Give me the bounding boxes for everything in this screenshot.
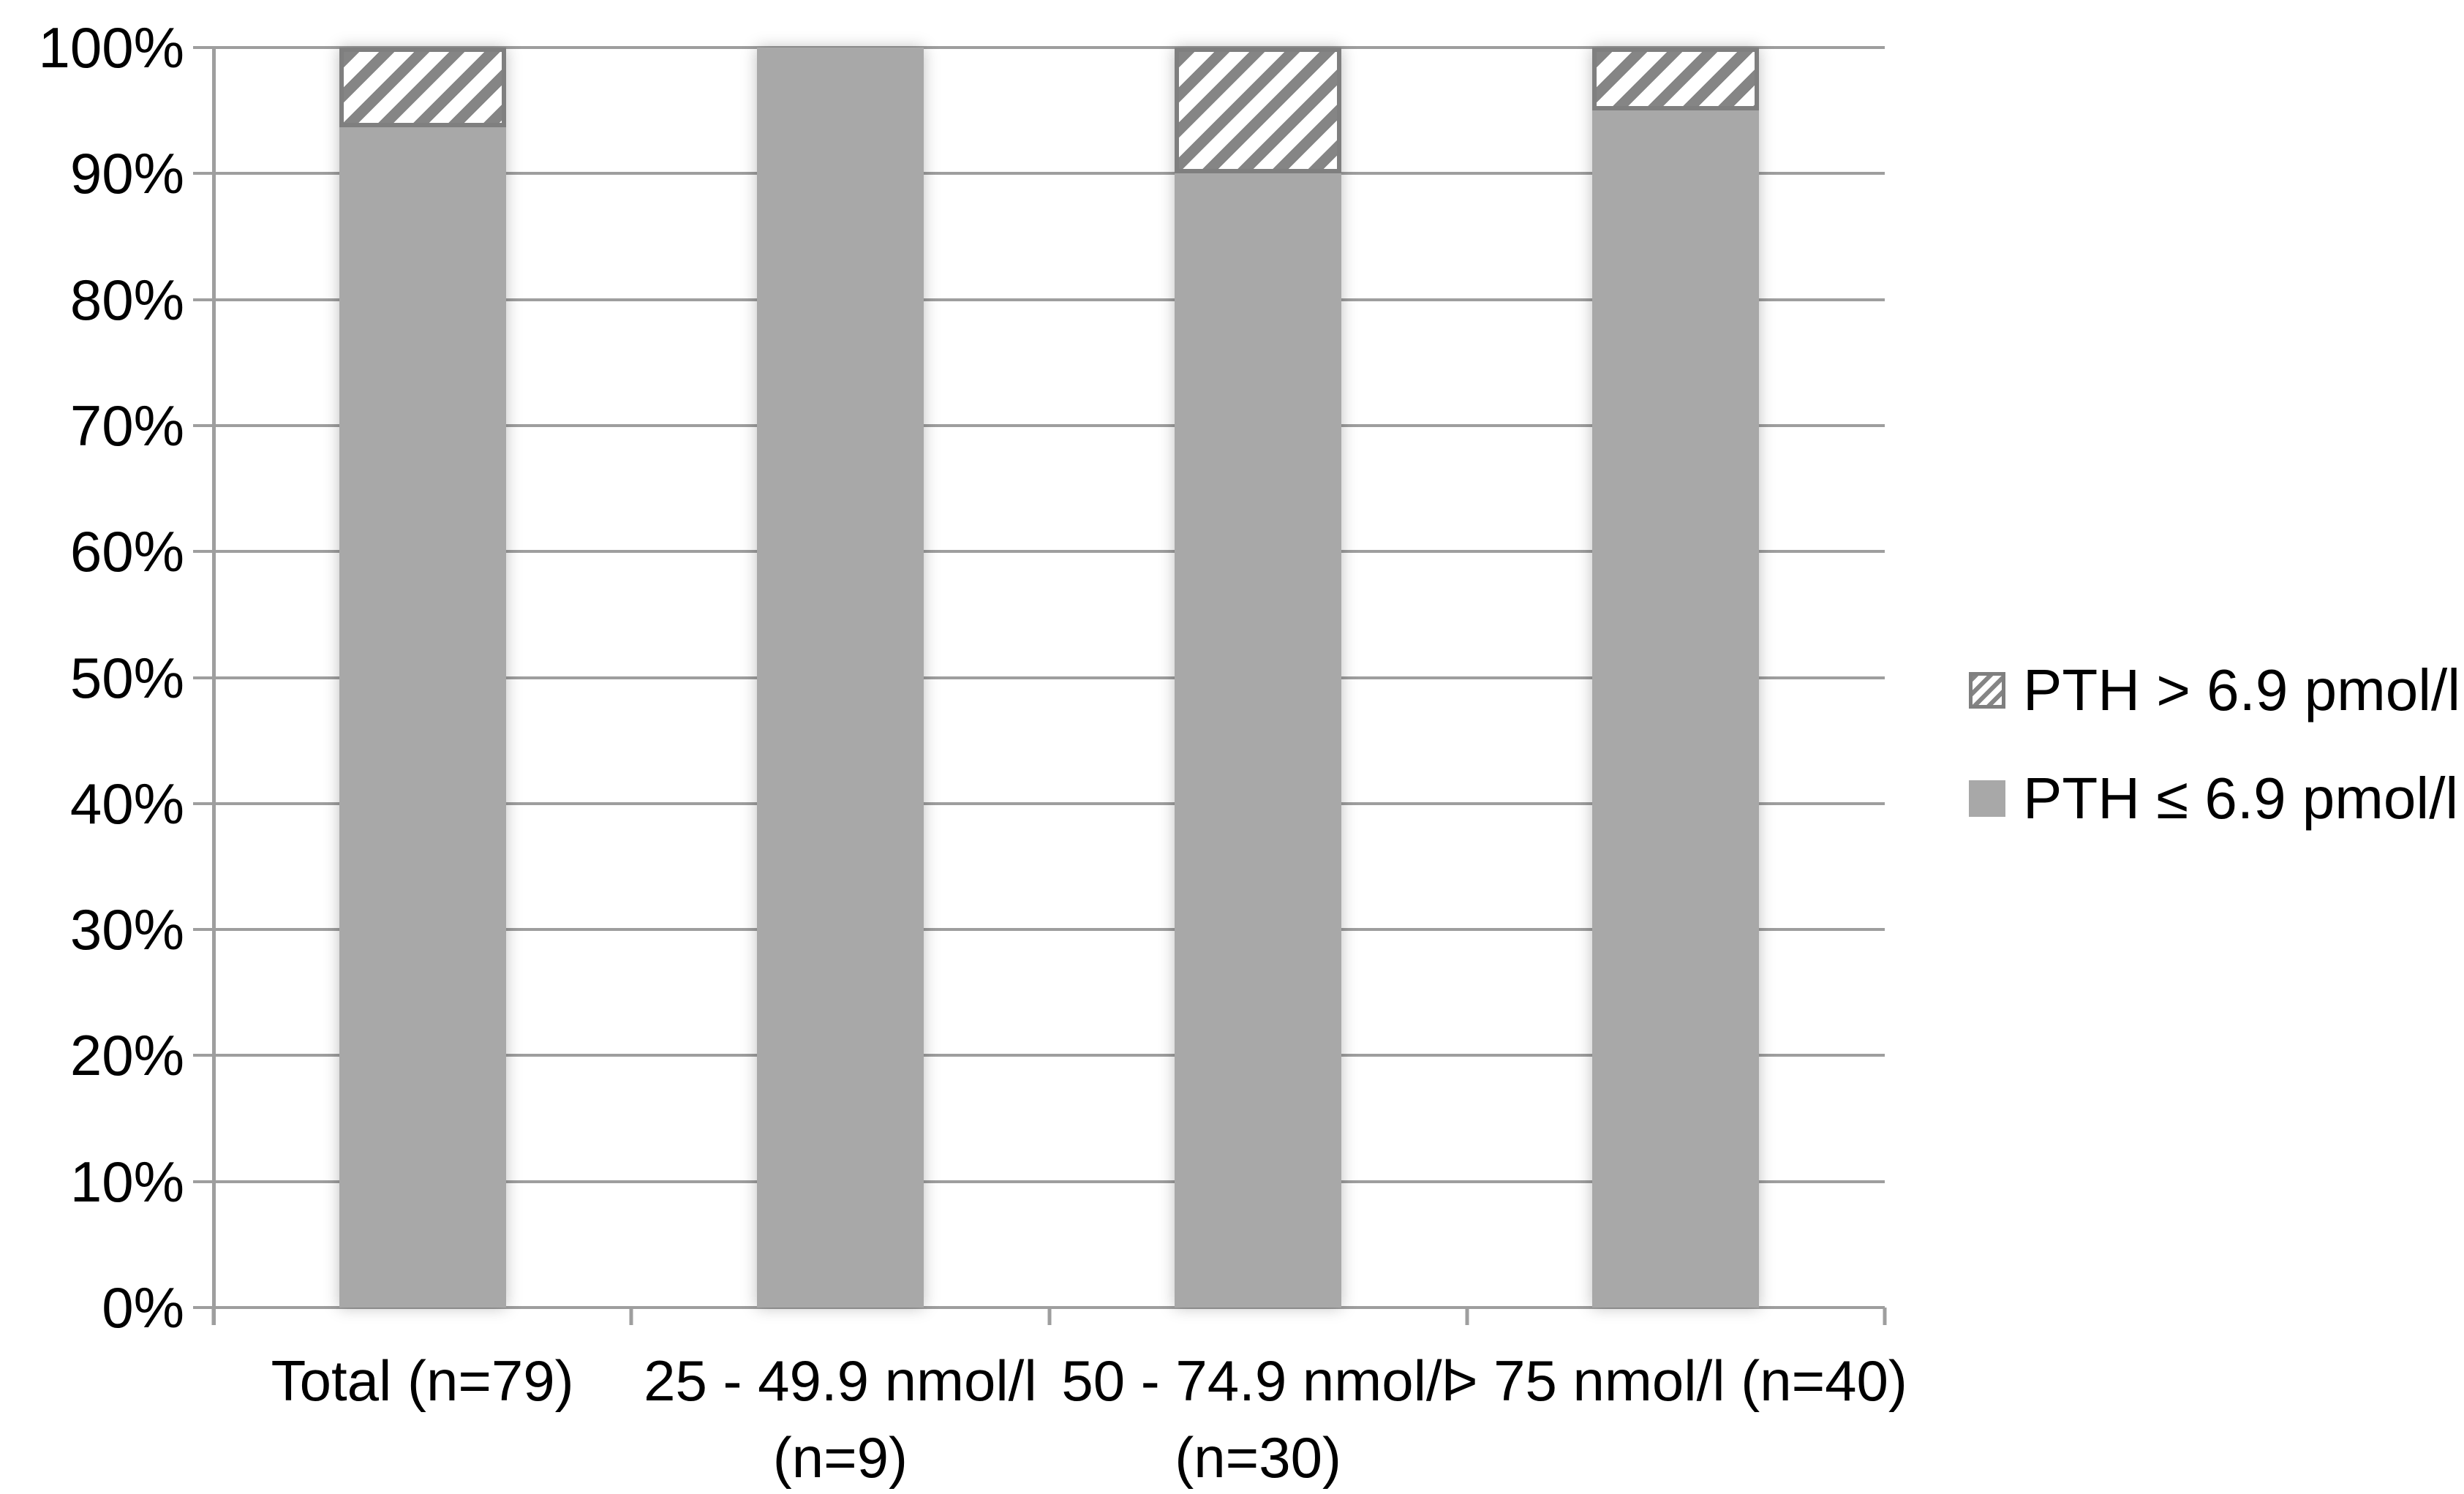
y-tick-label: 10% (69, 1149, 184, 1214)
gridline (193, 298, 1885, 301)
bar (1175, 48, 1342, 1308)
gridline (193, 1180, 1885, 1183)
x-category-label: 50 - 74.9 nmol/l (n=30) (1061, 1343, 1455, 1494)
bar (756, 48, 924, 1308)
x-category-label-line: (n=9) (772, 1425, 908, 1490)
gridline (193, 423, 1885, 427)
x-category-label-line: (n=30) (1175, 1425, 1341, 1490)
bar-segment-pth-below (1175, 173, 1342, 1308)
y-tick-label: 70% (69, 393, 184, 458)
x-category-label-line: > 75 nmol/l (n=40) (1444, 1348, 1907, 1413)
legend-solid-swatch-icon (1969, 780, 2005, 817)
x-category-label-line: Total (n=79) (271, 1348, 574, 1413)
bar-segment-pth-above (339, 48, 506, 127)
bar (1592, 48, 1760, 1308)
legend: PTH > 6.9 pmol/l PTH ≤ 6.9 pmol/l (1969, 657, 2460, 873)
x-category-label: > 75 nmol/l (n=40) (1444, 1343, 1907, 1419)
x-category-label: Total (n=79) (271, 1343, 574, 1419)
y-tick-label: 0% (102, 1275, 184, 1340)
bar-segment-pth-below (339, 127, 506, 1308)
x-axis-tick (1465, 1308, 1469, 1325)
x-category-label-line: 50 - 74.9 nmol/l (1061, 1348, 1455, 1413)
x-axis-tick (1883, 1308, 1887, 1325)
x-category-label-line: 25 - 49.9 nmol/l (644, 1348, 1037, 1413)
gridline (193, 46, 1885, 49)
x-axis-tick (629, 1308, 633, 1325)
legend-item: PTH ≤ 6.9 pmol/l (1969, 765, 2460, 832)
gridline (193, 676, 1885, 679)
gridline (193, 172, 1885, 176)
gridline (193, 928, 1885, 932)
y-tick-label: 100% (38, 15, 185, 80)
legend-item: PTH > 6.9 pmol/l (1969, 657, 2460, 724)
bar-segment-pth-above (1175, 48, 1342, 174)
y-axis-line (212, 48, 216, 1325)
y-tick-label: 30% (69, 897, 184, 962)
bar-segment-pth-below (1592, 110, 1760, 1308)
gridline (193, 1306, 1885, 1309)
bar-segment-pth-below (756, 48, 924, 1308)
gridline (193, 550, 1885, 554)
gridline (193, 801, 1885, 805)
legend-hatched-swatch-icon (1969, 672, 2005, 709)
bar (339, 48, 506, 1308)
y-tick-label: 40% (69, 771, 184, 836)
y-tick-label: 60% (69, 519, 184, 584)
y-tick-label: 50% (69, 645, 184, 710)
legend-label-pth-below: PTH ≤ 6.9 pmol/l (2023, 766, 2459, 831)
x-category-label: 25 - 49.9 nmol/l (n=9) (644, 1343, 1037, 1494)
bar-segment-pth-above (1592, 48, 1760, 111)
legend-label-pth-above: PTH > 6.9 pmol/l (2023, 657, 2461, 723)
gridline (193, 1054, 1885, 1057)
x-axis-tick (211, 1308, 216, 1325)
plot-area (193, 46, 1887, 1325)
x-axis-tick (1047, 1308, 1051, 1325)
y-tick-label: 20% (69, 1023, 184, 1088)
y-tick-label: 90% (69, 141, 184, 206)
y-tick-label: 80% (69, 267, 184, 332)
